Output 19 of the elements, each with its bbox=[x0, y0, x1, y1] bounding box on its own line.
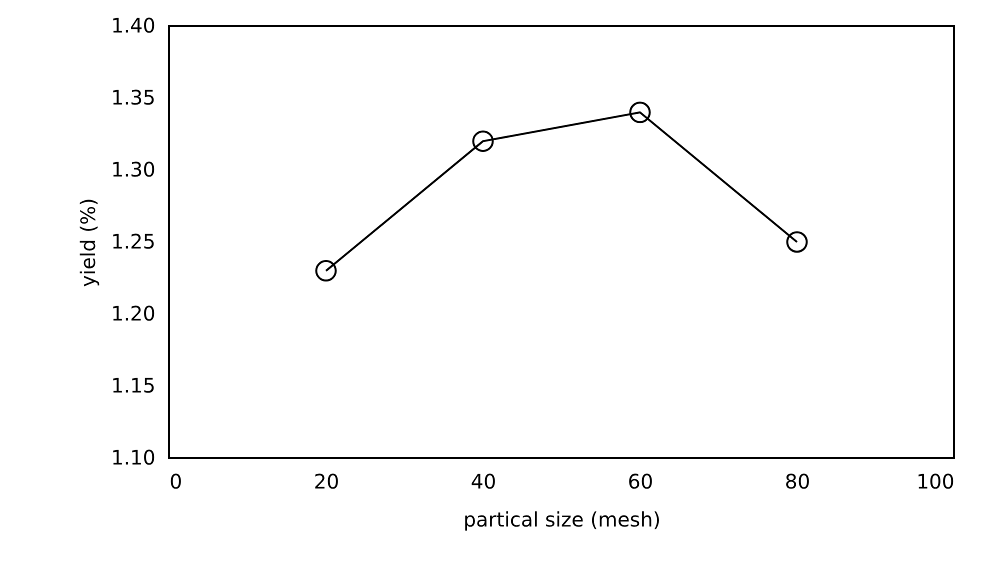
x-tick-label: 60 bbox=[628, 470, 654, 494]
y-tick-label: 1.15 bbox=[110, 374, 156, 398]
y-tick-label: 1.25 bbox=[110, 230, 156, 254]
y-tick-label: 1.40 bbox=[110, 14, 156, 38]
y-tick-label: 1.20 bbox=[110, 302, 156, 326]
x-tick-label: 0 bbox=[170, 470, 182, 494]
y-tick-label: 1.10 bbox=[110, 446, 156, 470]
point bbox=[472, 130, 494, 152]
point bbox=[786, 231, 808, 253]
y-tick-label: 1.35 bbox=[110, 86, 156, 110]
x-tick-label: 40 bbox=[470, 470, 496, 494]
x-tick-label: 100 bbox=[916, 470, 954, 494]
x-tick-label: 20 bbox=[314, 470, 340, 494]
y-tick-label: 1.30 bbox=[110, 158, 156, 182]
x-axis-title: partical size (mesh) bbox=[463, 508, 661, 532]
y-axis-title: yield (%) bbox=[76, 198, 100, 287]
x-tick-label: 80 bbox=[784, 470, 810, 494]
point bbox=[629, 102, 651, 124]
point bbox=[315, 260, 337, 282]
